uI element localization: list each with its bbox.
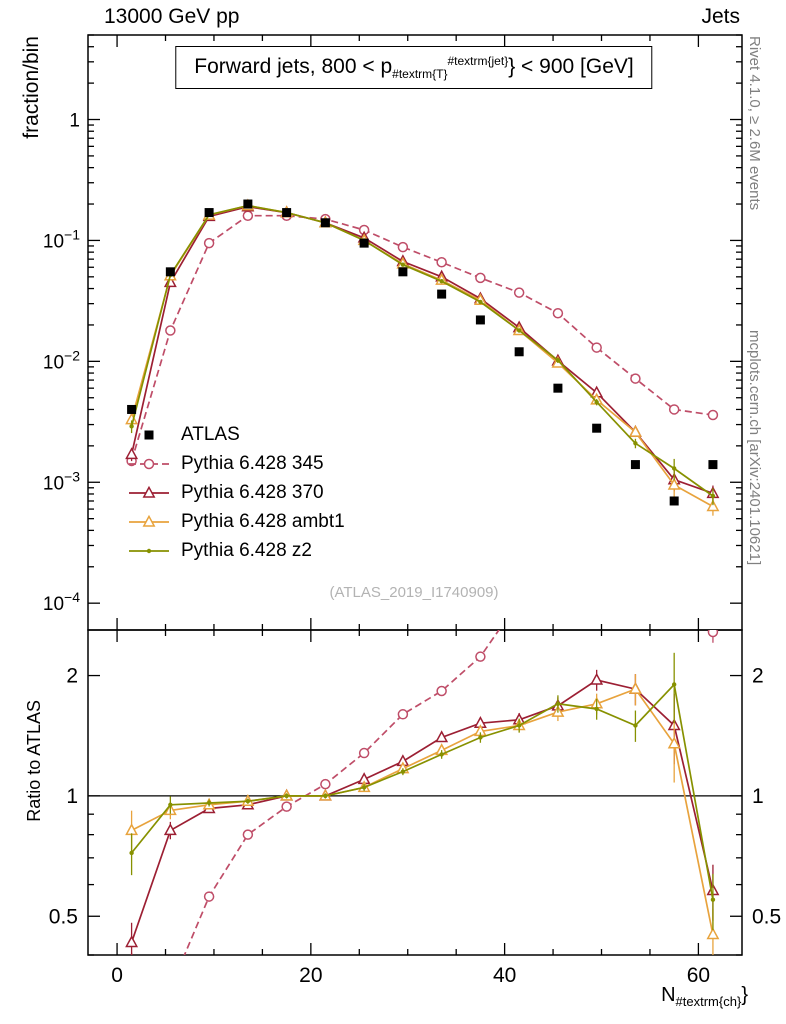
analysis-id-watermark: (ATLAS_2019_I1740909) (329, 584, 499, 601)
svg-text:0: 0 (111, 964, 123, 987)
svg-text:10−4: 10−4 (43, 589, 80, 615)
series-pythia-6-428-ambt1-cr (125, 674, 720, 955)
legend-label-pythia-6-428-ambt1: Pythia 6.428 ambt1 (181, 511, 345, 532)
analysis-group-label: Jets (701, 5, 740, 28)
x-axis-label-post: } (741, 984, 748, 1006)
mcplots-arxiv-note: mcplots.cern.ch [arXiv:2401.10621] (746, 330, 763, 566)
plot-title-sub: #textrm{T} (392, 67, 448, 82)
legend: ATLAS Pythia 6.428 345 Pythia 6.428 370 Pyt… (126, 424, 345, 562)
svg-text:60: 60 (687, 964, 710, 987)
x-axis-label-sub: #textrm{ch} (675, 994, 742, 1009)
plot-title-post: } < 900 [GeV] (508, 55, 634, 78)
legend-item-atlas: ATLAS (126, 424, 345, 446)
svg-text:2: 2 (66, 665, 78, 688)
ratio-y-axis-label: Ratio to ATLAS (24, 700, 44, 822)
dot-icon (129, 548, 169, 554)
svg-text:20: 20 (299, 964, 322, 987)
svg-text:40: 40 (493, 964, 516, 987)
panel-frames (87, 34, 743, 956)
legend-item-pythia-6-428-345: Pythia 6.428 345 (126, 453, 345, 475)
rivet-version-note: Rivet 4.1.0, ≥ 2.6M events (746, 36, 763, 211)
svg-text:10−2: 10−2 (43, 347, 80, 373)
series-atlas-cm (127, 199, 718, 506)
plot-title-pre: Forward jets, 800 < p (194, 55, 393, 78)
triangle-open-icon (129, 514, 169, 527)
legend-label-pythia-6-428-z2: Pythia 6.428 z2 (181, 540, 312, 561)
svg-text:1: 1 (752, 785, 764, 808)
legend-label-pythia-6-428-345: Pythia 6.428 345 (181, 453, 324, 474)
svg-text:2: 2 (752, 665, 764, 688)
plot-title-sup: #textrm{jet} (447, 54, 509, 68)
axis-ticks (88, 34, 742, 956)
svg-text:1: 1 (69, 111, 80, 132)
triangle-open-icon (129, 485, 169, 498)
beam-energy-label: 13000 GeV pp (104, 5, 240, 28)
svg-text:0.5: 0.5 (752, 905, 781, 928)
series-pythia-6-428-370-cr (125, 669, 720, 955)
series-pythia-6-428-345-cr (130, 630, 719, 955)
svg-text:10−3: 10−3 (43, 468, 80, 494)
legend-label-pythia-6-428-370: Pythia 6.428 370 (181, 482, 324, 503)
svg-text:10−1: 10−1 (43, 226, 80, 252)
legend-item-pythia-6-428-370: Pythia 6.428 370 (126, 482, 345, 504)
x-axis-label: N#textrm{ch}} (661, 984, 748, 1009)
series-pythia-6-428-z2-cr (129, 652, 716, 930)
square-filled-icon (144, 430, 154, 440)
x-axis-label-pre: N (661, 984, 676, 1006)
legend-item-pythia-6-428-ambt1: Pythia 6.428 ambt1 (126, 511, 345, 533)
legend-item-pythia-6-428-z2: Pythia 6.428 z2 (126, 540, 345, 562)
axis-tick-labels: 1 10−1 10−2 10−3 10−4 2 2 1 1 0.5 0.5 0 20 40 60 (43, 111, 781, 987)
circle-open-icon (129, 458, 169, 470)
svg-text:0.5: 0.5 (49, 905, 78, 928)
legend-label-atlas: ATLAS (181, 424, 240, 445)
main-y-axis-label: fraction/bin (20, 36, 43, 139)
svg-text:1: 1 (66, 785, 78, 808)
plot-title: Forward jets, 800 < p#textrm{T}#textrm{j… (175, 46, 653, 90)
